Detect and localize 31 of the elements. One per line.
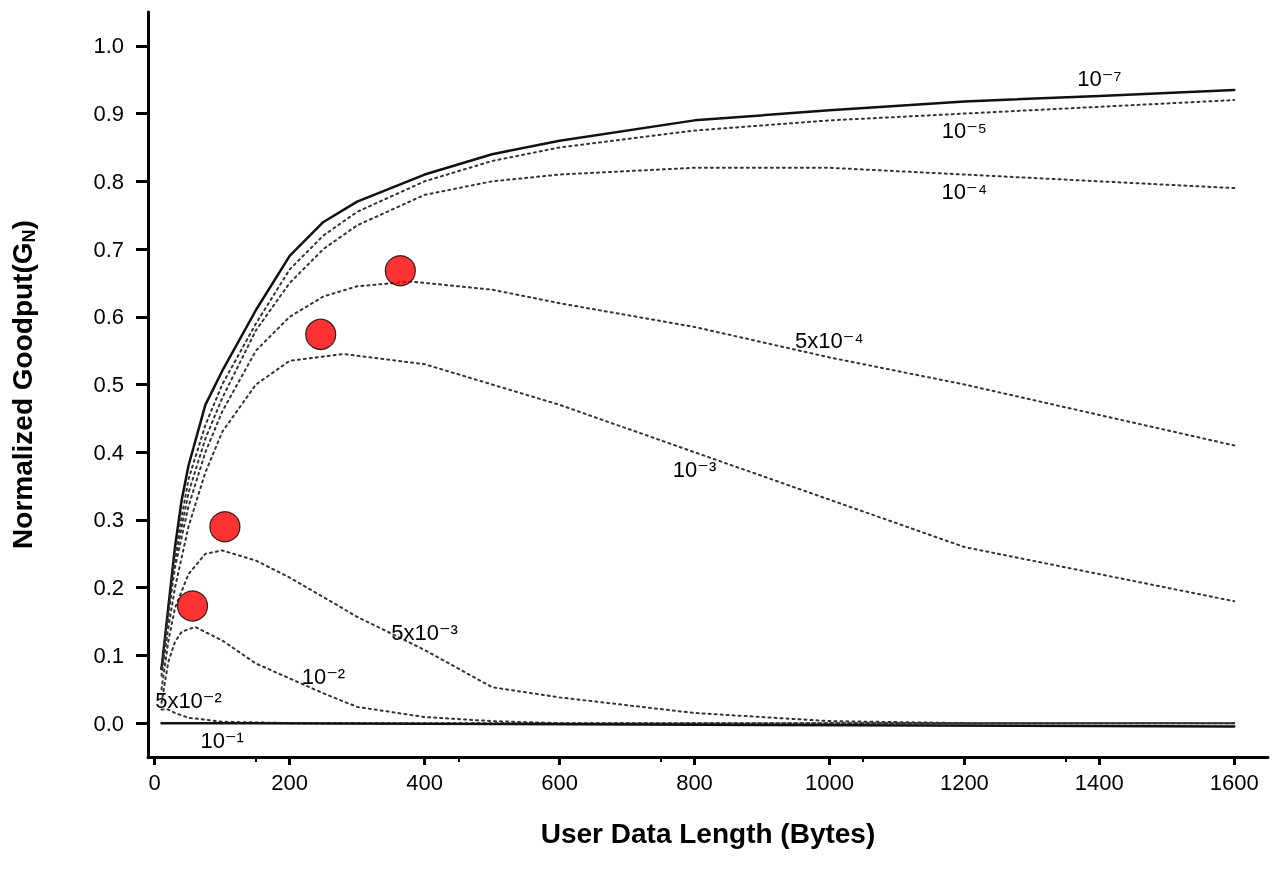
y-tick-label: 0.5: [93, 372, 124, 397]
y-tick-label: 0.7: [93, 236, 124, 262]
x-tick-label: 1200: [939, 769, 989, 795]
annotation: 5x10⁻²: [155, 688, 222, 714]
y-tick-label: 0.4: [93, 439, 124, 465]
annotation: 10⁻¹: [200, 727, 244, 753]
annotation: 10⁻⁴: [941, 179, 988, 205]
x-tick-label: 1400: [1074, 769, 1124, 795]
annotation: 10⁻²: [301, 663, 346, 689]
y-tick-label: 0.2: [93, 575, 124, 601]
annotation: 10⁻³: [672, 456, 717, 482]
x-tick-label: 0: [148, 769, 161, 795]
x-tick-label: 1600: [1209, 769, 1259, 795]
y-tick-label: 0.8: [93, 168, 124, 194]
y-tick-label: 0.9: [93, 101, 124, 127]
x-tick-label: 800: [676, 769, 713, 795]
y-tick-label: 0.6: [93, 304, 124, 330]
y-tick-label: 0.1: [93, 642, 124, 668]
y-tick-label: 0.0: [93, 710, 124, 736]
annotation: 10⁻⁵: [941, 118, 987, 144]
annotation: 5x10⁻⁴: [795, 327, 864, 353]
x-axis-title: User Data Length (Bytes): [540, 817, 876, 849]
y-tick-label: 1.0: [93, 33, 124, 59]
y-axis-title: Normalized Goodput(GN): [6, 220, 39, 549]
x-tick-label: 1000: [804, 769, 854, 795]
x-tick-label: 600: [541, 769, 578, 795]
annotation: 5x10⁻³: [391, 620, 458, 646]
x-tick-label: 200: [271, 769, 309, 795]
y-tick-label: 0.3: [93, 507, 124, 533]
annotation: 10⁻⁷: [1077, 66, 1122, 92]
x-tick-label: 400: [406, 769, 443, 795]
